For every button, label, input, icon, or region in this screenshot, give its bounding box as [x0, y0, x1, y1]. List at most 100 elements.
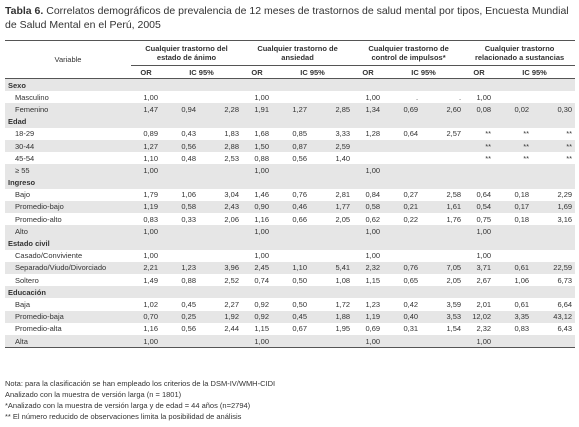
cell [532, 334, 576, 349]
or-header: OR [242, 65, 273, 79]
cell: 0,69 [365, 324, 381, 334]
variable-header: Variable [5, 40, 131, 79]
cell: 2,05 [446, 275, 462, 285]
cell [383, 139, 422, 153]
cell: 1,00 [254, 251, 270, 261]
cell: 0,25 [161, 310, 199, 323]
section-name: Edad [5, 115, 131, 128]
section-name: Sexo [5, 78, 131, 92]
cell [199, 164, 243, 177]
cell: 0,90 [242, 200, 273, 214]
cell [161, 164, 199, 177]
data-row: Alto 1,00 1,00 1,00 1,00 [5, 225, 576, 238]
cell [464, 164, 495, 177]
title-text: Correlatos demográficos de prevalencia d… [5, 5, 569, 31]
cell: 1,68 [254, 129, 270, 139]
cell: ** [464, 139, 495, 153]
section-row: Sexo [5, 78, 576, 92]
cell: 0,56 [161, 139, 199, 153]
data-row: Soltero 1,49 0,88 2,52 0,74 0,50 1,08 1,15 0,65 2… [5, 274, 575, 286]
data-row: 45-54 1,10 0,48 2,53 0,88 0,56 1,40 ** ** ** [5, 152, 575, 164]
cell: 0,45 [181, 299, 196, 309]
cell: 1,76 [446, 214, 462, 224]
cell: 0,84 [365, 190, 381, 200]
cell [310, 334, 354, 349]
group-header: Cualquier trastorno de control de impuls… [353, 40, 465, 66]
cell: 0,74 [254, 275, 270, 285]
cell [532, 225, 576, 238]
cell: 0,40 [383, 310, 422, 323]
cell: . [458, 92, 462, 102]
title-prefix: Tabla 6. [5, 5, 44, 17]
cell [494, 164, 533, 177]
cell: 0,89 [143, 129, 158, 139]
title: Tabla 6. Correlatos demográficos de prev… [5, 4, 575, 32]
cell [199, 250, 242, 262]
cell: 3,96 [199, 261, 243, 274]
cell [383, 225, 422, 238]
data-row: Baja 1,02 0,45 2,27 0,92 0,50 1,72 1,23 0,42 3,59… [5, 298, 575, 310]
cell: 1,00 [476, 251, 492, 261]
cell: 1,15 [365, 275, 381, 285]
cell [272, 225, 311, 238]
cell: 1,46 [254, 190, 270, 200]
cell: 6,73 [557, 275, 573, 285]
cell: 0,87 [272, 139, 311, 153]
header-row: Variable Cualquier trastorno del estado … [5, 40, 576, 79]
cell: 0,56 [292, 153, 308, 163]
cell: 1,00 [464, 225, 495, 238]
cell: 1,00 [242, 225, 273, 238]
cell: 1,00 [254, 92, 270, 102]
cell: 43,12 [532, 310, 576, 323]
cell: 1,16 [254, 214, 270, 224]
cell: 1,19 [131, 200, 161, 214]
row-label: Alto [5, 225, 131, 238]
cell [494, 334, 533, 349]
cell: 12,02 [464, 310, 495, 323]
cell [421, 250, 464, 262]
cell [272, 91, 310, 103]
cell [383, 152, 421, 164]
ic-header: IC 95% [272, 65, 354, 79]
row-label: 18-29 [15, 129, 35, 139]
cell: 0,48 [181, 153, 196, 163]
cell: 2,53 [224, 153, 240, 163]
cell: 1,95 [335, 324, 351, 334]
cell: 2,43 [199, 200, 243, 214]
cell: 0,21 [383, 200, 422, 214]
cell: 1,49 [143, 275, 158, 285]
cell: 0,08 [464, 103, 495, 116]
cell: 0,67 [292, 324, 308, 334]
row-label: Promedio-alta [15, 324, 62, 334]
cell: 2,05 [335, 214, 351, 224]
cell: 2,06 [224, 214, 240, 224]
cell: 1,00 [353, 225, 384, 238]
cell: 0,94 [161, 103, 199, 116]
cell: 1,00 [242, 334, 273, 349]
row-label: Promedio-baja [5, 310, 131, 323]
cell: 6,43 [557, 324, 573, 334]
cell [494, 250, 532, 262]
cell: . [415, 92, 419, 102]
cell: 2,81 [335, 190, 351, 200]
cell: 0,22 [403, 214, 419, 224]
row-label: Separado/Viudo/Divorciado [5, 261, 131, 274]
cell: 0,61 [514, 299, 530, 309]
cell: 1,50 [242, 139, 273, 153]
cell: 6,64 [557, 299, 573, 309]
cell: 1,00 [131, 334, 161, 349]
cell: 0,43 [181, 129, 196, 139]
cell [161, 91, 199, 103]
cell: 2,45 [242, 261, 273, 274]
note: Analizado con la muestra de versión larg… [5, 390, 182, 399]
cell [532, 250, 575, 262]
cell: ** [494, 139, 533, 153]
cell: 1,23 [161, 261, 199, 274]
data-row: Separado/Viudo/Divorciado 2,21 1,23 3,96 2,4… [5, 261, 576, 274]
section-fill [131, 237, 576, 250]
cell [383, 164, 422, 177]
cell: 1,40 [335, 153, 351, 163]
cell [199, 225, 243, 238]
cell [383, 334, 422, 349]
cell: 1,00 [365, 92, 381, 102]
